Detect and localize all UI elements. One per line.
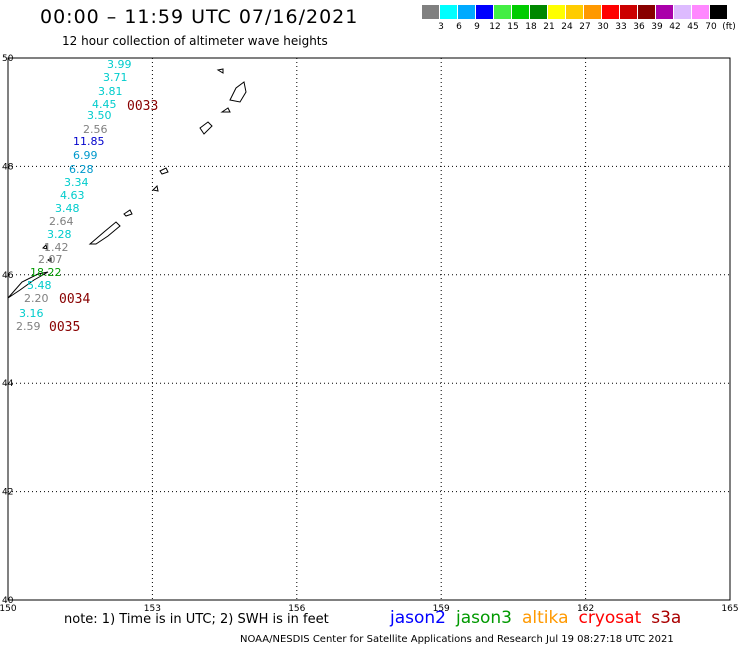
wave-height-label: 2.59 <box>16 320 41 333</box>
wave-height-label: 4.45 <box>92 98 117 111</box>
wave-height-label: 5.48 <box>27 279 52 292</box>
credit-line: NOAA/NESDIS Center for Satellite Applica… <box>240 634 674 645</box>
wave-height-label: 3.71 <box>103 71 128 84</box>
coastline <box>216 68 224 74</box>
legend-swatch <box>620 5 637 19</box>
wave-height-label: 1.42 <box>44 241 69 254</box>
legend-label: 21 <box>543 22 555 32</box>
legend-swatch <box>422 5 439 19</box>
coastline <box>199 121 213 135</box>
wave-height-label: 3.50 <box>87 109 112 122</box>
coastline <box>47 257 52 263</box>
legend-swatch <box>656 5 673 19</box>
coastline <box>229 81 247 103</box>
lon-tick-label: 162 <box>577 604 594 614</box>
wave-height-label: 3.34 <box>64 176 89 189</box>
lat-tick-label: 42 <box>2 488 13 498</box>
lon-tick-label: 159 <box>433 604 450 614</box>
lon-tick-label: 156 <box>288 604 305 614</box>
legend-label: 6 <box>456 22 462 32</box>
pass-number-label: 0033 <box>127 99 158 114</box>
satellite-jason2-label: jason2 <box>390 608 446 628</box>
wave-height-label: 2.64 <box>49 215 74 228</box>
lat-tick-label: 46 <box>2 271 14 281</box>
coastline <box>220 107 231 113</box>
satellite-s3a-label: s3a <box>651 608 682 628</box>
satellite-jason3-label: jason3 <box>456 608 512 628</box>
legend-swatch <box>494 5 511 19</box>
lat-tick-label: 50 <box>2 54 14 64</box>
legend-label: 12 <box>489 22 501 32</box>
legend-label: 24 <box>561 22 573 32</box>
wave-height-label: 3.81 <box>98 85 123 98</box>
wave-height-label: 3.28 <box>47 228 72 241</box>
legend-label: 15 <box>507 22 519 32</box>
lon-tick-label: 150 <box>0 604 17 614</box>
chart-subtitle: 12 hour collection of altimeter wave hei… <box>62 34 328 48</box>
legend-label: 36 <box>633 22 645 32</box>
legend-swatch <box>548 5 565 19</box>
wave-height-label: 3.48 <box>55 202 80 215</box>
wave-height-label: 3.99 <box>107 58 132 71</box>
legend-label: 33 <box>615 22 627 32</box>
satellite-altika-label: altika <box>522 608 569 628</box>
lon-tick-label: 153 <box>144 604 161 614</box>
coastline <box>159 167 169 175</box>
legend-swatch <box>602 5 619 19</box>
coastline <box>7 271 49 299</box>
legend-swatch <box>638 5 655 19</box>
legend-swatch <box>674 5 691 19</box>
wave-height-label: 18.22 <box>30 266 62 279</box>
lon-tick-label: 165 <box>721 604 738 614</box>
legend-label: 9 <box>474 22 480 32</box>
footer-note: note: 1) Time is in UTC; 2) SWH is in fe… <box>64 612 329 627</box>
wave-height-label: 2.20 <box>24 292 49 305</box>
lat-tick-label: 48 <box>2 162 14 172</box>
map-frame <box>7 57 731 601</box>
legend-swatch <box>566 5 583 19</box>
legend-label: 39 <box>651 22 663 32</box>
coastline <box>151 184 159 192</box>
pass-number-label: 0034 <box>59 292 90 307</box>
legend-swatch <box>440 5 457 19</box>
legend-swatch <box>692 5 709 19</box>
coastline <box>123 209 133 217</box>
legend-swatch <box>476 5 493 19</box>
satellite-legend: jason2 jason3 altika cryosat s3a <box>390 608 691 628</box>
legend-label: 27 <box>579 22 591 32</box>
legend-swatch <box>710 5 727 19</box>
legend-swatch <box>458 5 475 19</box>
wave-height-label: 6.99 <box>73 149 98 162</box>
legend-swatch <box>584 5 601 19</box>
chart-title: 00:00 – 11:59 UTC 07/16/2021 <box>40 6 359 28</box>
wave-height-label: 6.28 <box>69 163 94 176</box>
coastline <box>88 221 121 245</box>
legend-label: 42 <box>669 22 681 32</box>
legend-label: 18 <box>525 22 537 32</box>
coastline <box>42 244 48 250</box>
pass-number-label: 0035 <box>49 320 80 335</box>
legend-label: 70 <box>705 22 717 32</box>
wave-height-label: 2.07 <box>38 253 63 266</box>
satellite-cryosat-label: cryosat <box>578 608 642 628</box>
legend-label: 45 <box>687 22 699 32</box>
legend-unit: (ft) <box>722 22 736 32</box>
lat-tick-label: 40 <box>2 596 14 606</box>
wave-height-label: 4.63 <box>60 189 85 202</box>
legend-label: 3 <box>438 22 444 32</box>
legend-swatch <box>530 5 547 19</box>
wave-height-label: 3.16 <box>19 307 44 320</box>
legend-label: 30 <box>597 22 609 32</box>
wave-height-label: 11.85 <box>73 135 105 148</box>
legend-swatch <box>512 5 529 19</box>
wave-height-label: 2.56 <box>83 123 108 136</box>
lat-tick-label: 44 <box>2 379 14 389</box>
